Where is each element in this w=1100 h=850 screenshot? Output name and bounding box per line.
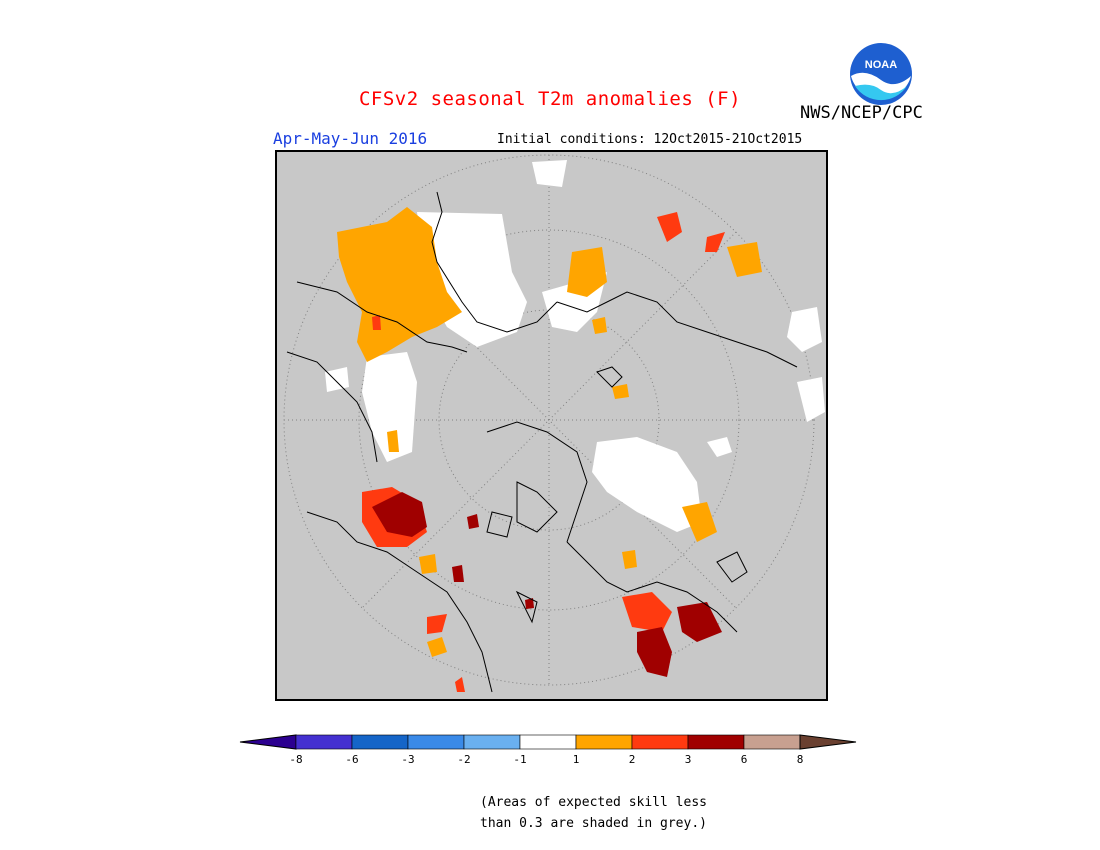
legend-tick-label: 3: [685, 753, 692, 766]
legend-tick-label: -1: [513, 753, 526, 766]
legend-tick-label: 2: [629, 753, 636, 766]
coastlines: [286, 191, 798, 693]
legend-swatch: [351, 734, 409, 750]
legend-swatch: [687, 734, 745, 750]
anomaly-1-2-regions: [337, 207, 762, 657]
anomaly-3-6-regions: [372, 492, 722, 677]
color-legend: -8 -6 -3 -2 -1 1 2 3 6 8: [236, 730, 866, 774]
legend-tick-label: -6: [345, 753, 358, 766]
near-normal-regions: [325, 160, 825, 532]
logo-text: NOAA: [865, 59, 897, 71]
legend-tick-label: -8: [289, 753, 302, 766]
skill-note-line2: than 0.3 are shaded in grey.): [480, 816, 707, 831]
skill-note-line1: (Areas of expected skill less: [480, 795, 707, 810]
agency-label: NWS/NCEP/CPC: [800, 103, 923, 123]
legend-swatch: [575, 734, 633, 750]
legend-tick-label: 6: [741, 753, 748, 766]
noaa-logo: NOAA: [849, 42, 913, 106]
legend-swatch: [631, 734, 689, 750]
legend-swatch: [295, 734, 353, 750]
legend-tick-label: -3: [401, 753, 414, 766]
legend-swatch: [743, 734, 801, 750]
legend-tick-label: 1: [573, 753, 580, 766]
legend-arrow-high: [799, 734, 857, 750]
legend-tick-label: 8: [797, 753, 804, 766]
map-title: CFSv2 seasonal T2m anomalies (F): [358, 88, 742, 110]
legend-swatch: [463, 734, 521, 750]
legend-tick-label: -2: [457, 753, 470, 766]
legend-swatch: [407, 734, 465, 750]
legend-swatch: [519, 734, 577, 750]
legend-arrow-low: [239, 734, 297, 750]
season-label: Apr-May-Jun 2016: [273, 129, 428, 148]
skill-note: (Areas of expected skill less than 0.3 a…: [480, 792, 707, 834]
polar-map: [275, 150, 828, 701]
initial-conditions-label: Initial conditions: 12Oct2015-21Oct2015: [497, 132, 803, 147]
